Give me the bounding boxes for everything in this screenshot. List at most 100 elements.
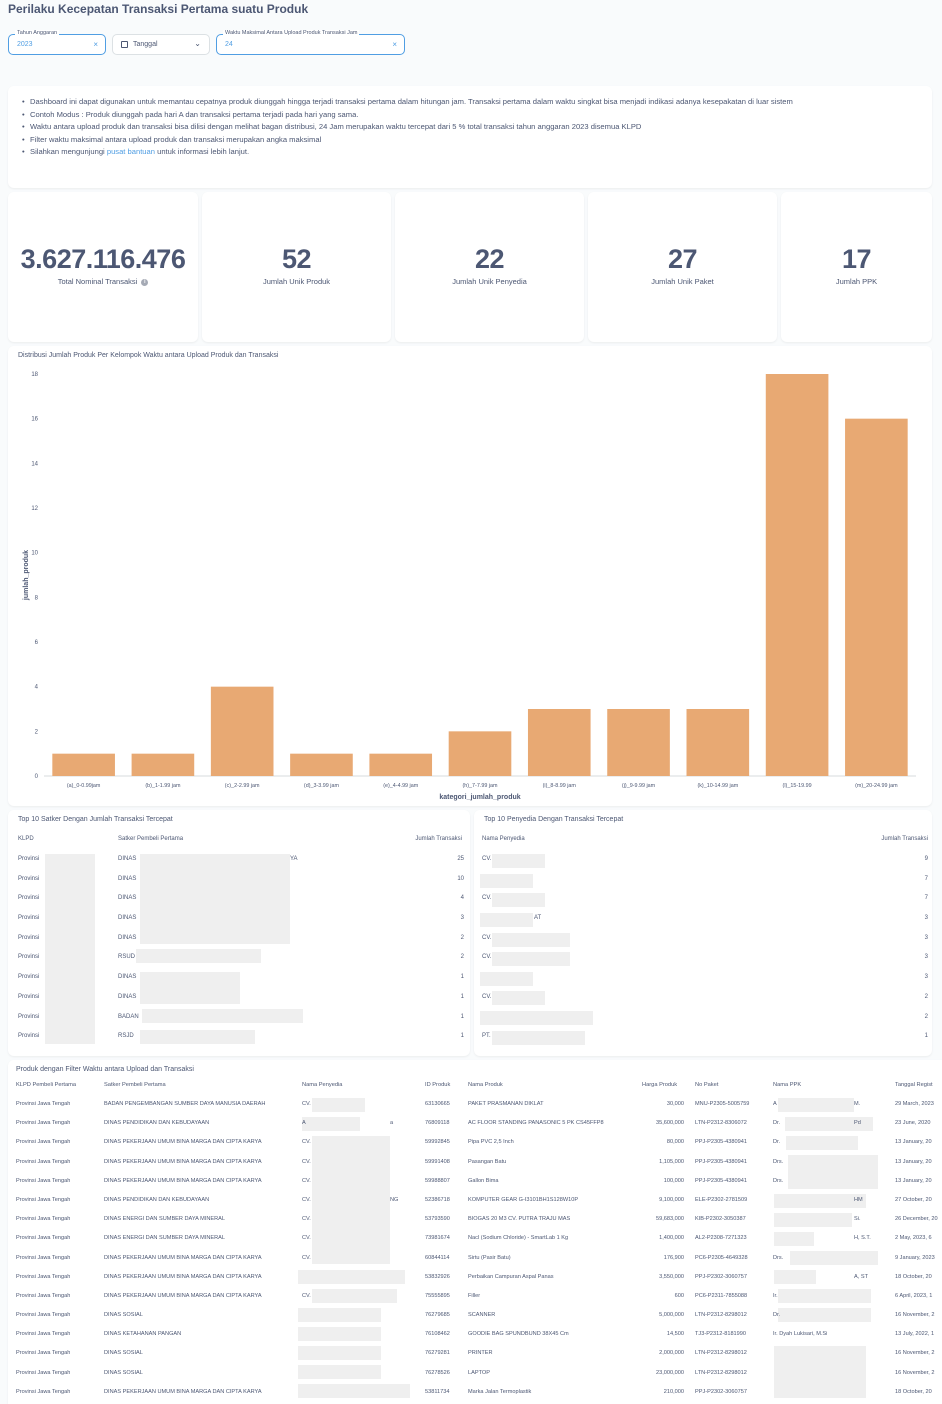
y-tick-label: 8 [35, 595, 39, 601]
info-bullet-help: Silahkan mengunjungi pusat bantuan untuk… [22, 146, 918, 159]
table-row[interactable]: Provinsi DINAS 1 [8, 968, 470, 988]
cell-ppk: Dr. [773, 1139, 781, 1146]
bar-7[interactable] [607, 709, 670, 776]
filter-tanggal[interactable]: Tanggal ⌄ [112, 34, 210, 55]
col-header-penyedia[interactable]: Nama Penyedia [302, 1082, 343, 1088]
redaction-block [786, 1136, 858, 1150]
table-row[interactable]: Provinsi RSJD 1 [8, 1027, 470, 1047]
table-row[interactable]: Provinsi DINAS YA 25 [8, 850, 470, 870]
table-row[interactable]: Provinsi Jawa Tengah DINAS PEKERJAAN UMUM… [8, 1172, 942, 1191]
table-row[interactable]: Provinsi BADAN 1 [8, 1008, 470, 1028]
cell-satker: DINAS [118, 895, 137, 902]
table-row[interactable]: Provinsi Jawa Tengah DINAS SOSIAL 76278526… [8, 1364, 942, 1383]
cell-tanggal: 29 March, 2023 [895, 1101, 934, 1107]
col-header-nama-penyedia[interactable]: Nama Penyedia [482, 836, 525, 842]
filter-waktu-maksimal[interactable]: Waktu Maksimal Antara Upload Produk Tran… [216, 30, 405, 55]
col-header-harga[interactable]: Harga Produk [642, 1082, 678, 1088]
bar-10[interactable] [845, 418, 908, 776]
col-header-nama-produk[interactable]: Nama Produk [468, 1082, 503, 1088]
cell-klpd: Provinsi Jawa Tengah [16, 1369, 71, 1376]
table-row[interactable]: 3 [474, 968, 932, 988]
table-row[interactable]: Provinsi Jawa Tengah DINAS PEKERJAAN UMUM… [8, 1249, 942, 1268]
bar-9[interactable] [765, 374, 829, 776]
bar-8[interactable] [686, 709, 750, 776]
bar-1[interactable] [131, 753, 195, 776]
table-row[interactable]: 2 [474, 1008, 932, 1028]
clear-icon[interactable]: × [93, 40, 98, 49]
satker-table-body: Provinsi DINAS YA 25 Provinsi DINAS 10 Provinsi… [8, 850, 470, 1047]
table-row[interactable]: AT 3 [474, 909, 932, 929]
table-row[interactable]: Provinsi DINAS 3 [8, 909, 470, 929]
table-row[interactable]: Provinsi Jawa Tengah DINAS ENERGI DAN SUM… [8, 1210, 942, 1229]
table-row[interactable]: CV. 9 [474, 850, 932, 870]
col-header-jumlah[interactable]: Jumlah Transaksi [415, 836, 462, 842]
redaction-block [140, 972, 240, 1004]
info-icon[interactable]: i [141, 278, 149, 286]
table-row[interactable]: Provinsi DINAS 10 [8, 870, 470, 890]
cell-klpd: Provinsi Jawa Tengah [16, 1388, 71, 1395]
cell-penyedia: CV. [302, 1158, 311, 1165]
table-row[interactable]: CV. 2 [474, 988, 932, 1008]
col-header-id-produk[interactable]: ID Produk [425, 1082, 451, 1088]
page-title: Perilaku Kecepatan Transaksi Pertama sua… [8, 2, 309, 16]
table-row[interactable]: PT. 1 [474, 1027, 932, 1047]
col-header-klpd[interactable]: KLPD Pembeli Pertama [16, 1082, 77, 1088]
cell-klpd: Provinsi [18, 1033, 40, 1040]
cell-ppk-tail: H, S.T. [854, 1235, 871, 1242]
table-row[interactable]: Provinsi Jawa Tengah DINAS PENDIDIKAN DAN… [8, 1191, 942, 1210]
bar-6[interactable] [527, 709, 591, 776]
cell-penyedia-tail: a [390, 1120, 394, 1127]
clear-icon[interactable]: × [392, 40, 397, 49]
table-row[interactable]: CV. 3 [474, 929, 932, 949]
table-row[interactable]: Provinsi RSUD 2 [8, 948, 470, 968]
cell-harga: 80,000 [666, 1139, 684, 1146]
distribution-chart-card: Distribusi Jumlah Produk Per Kelompok Wa… [8, 346, 932, 806]
cell-nama-produk: Gallon Bima [468, 1177, 499, 1184]
cell-tanggal: 16 November, 2 [895, 1369, 935, 1376]
table-row[interactable]: Provinsi Jawa Tengah DINAS KETAHANAN PANG… [8, 1325, 942, 1344]
kpi-label: Jumlah Unik Penyedia [452, 277, 527, 286]
redaction-block [492, 1031, 585, 1045]
table-row[interactable]: Provinsi Jawa Tengah DINAS PEKERJAAN UMUM… [8, 1133, 942, 1152]
table-row[interactable]: Provinsi DINAS 1 [8, 988, 470, 1008]
col-header-no-paket[interactable]: No Paket [695, 1082, 719, 1088]
cell-id-produk: 76278526 [425, 1369, 450, 1376]
filter-tahun-anggaran[interactable]: Tahun Anggaran 2023 × [8, 30, 106, 55]
table-row[interactable]: 7 [474, 870, 932, 890]
table-row[interactable]: Provinsi Jawa Tengah DINAS PEKERJAAN UMUM… [8, 1383, 942, 1402]
table-row[interactable]: Provinsi Jawa Tengah BADAN PENGEMBANGAN S… [8, 1095, 942, 1114]
bar-5[interactable] [448, 731, 512, 776]
bar-4[interactable] [369, 753, 433, 776]
table-row[interactable]: CV. 3 [474, 948, 932, 968]
penyedia-table-card: Top 10 Penyedia Dengan Transaksi Tercepa… [474, 810, 932, 1056]
cell-id-produk: 63130665 [425, 1101, 450, 1107]
cell-penyedia: CV. [302, 1216, 311, 1223]
table-row[interactable]: Provinsi Jawa Tengah DINAS PEKERJAAN UMUM… [8, 1153, 942, 1172]
table-row[interactable]: Provinsi Jawa Tengah DINAS ENERGI DAN SUM… [8, 1229, 942, 1248]
table-row[interactable]: Provinsi Jawa Tengah DINAS PEKERJAAN UMUM… [8, 1268, 942, 1287]
table-row[interactable]: CV. 7 [474, 889, 932, 909]
table-row[interactable]: Provinsi Jawa Tengah DINAS SOSIAL 76279281… [8, 1344, 942, 1363]
cell-satker: DINAS PENDIDIKAN DAN KEBUDAYAAN [104, 1196, 210, 1203]
table-row[interactable]: Provinsi Jawa Tengah DINAS PEKERJAAN UMUM… [8, 1287, 942, 1306]
cell-klpd: Provinsi Jawa Tengah [16, 1139, 71, 1146]
col-header-satker[interactable]: Satker Pembeli Pertama [118, 836, 184, 842]
redaction-block [140, 1030, 255, 1044]
table-row[interactable]: Provinsi DINAS 4 [8, 889, 470, 909]
col-header-satker[interactable]: Satker Pembeli Pertama [104, 1082, 166, 1088]
cell-id-produk: 53832926 [425, 1273, 450, 1280]
col-header-klpd[interactable]: KLPD [18, 836, 34, 842]
col-header-jumlah[interactable]: Jumlah Transaksi [881, 836, 928, 842]
table-row[interactable]: Provinsi Jawa Tengah DINAS PENDIDIKAN DAN… [8, 1114, 942, 1133]
table-row[interactable]: Provinsi Jawa Tengah DINAS SOSIAL 76279685… [8, 1306, 942, 1325]
cell-satker-tail: YA [290, 856, 298, 862]
cell-no-paket: LTN-P2312-8298012 [695, 1350, 747, 1357]
bar-2[interactable] [210, 686, 274, 776]
bar-3[interactable] [290, 753, 353, 776]
col-header-ppk[interactable]: Nama PPK [773, 1082, 802, 1088]
bar-0[interactable] [52, 753, 115, 776]
help-link[interactable]: pusat bantuan [106, 147, 155, 157]
col-header-tanggal[interactable]: Tanggal Regist [895, 1082, 933, 1088]
table-row[interactable]: Provinsi DINAS 2 [8, 929, 470, 949]
cell-jumlah: 7 [924, 895, 928, 902]
